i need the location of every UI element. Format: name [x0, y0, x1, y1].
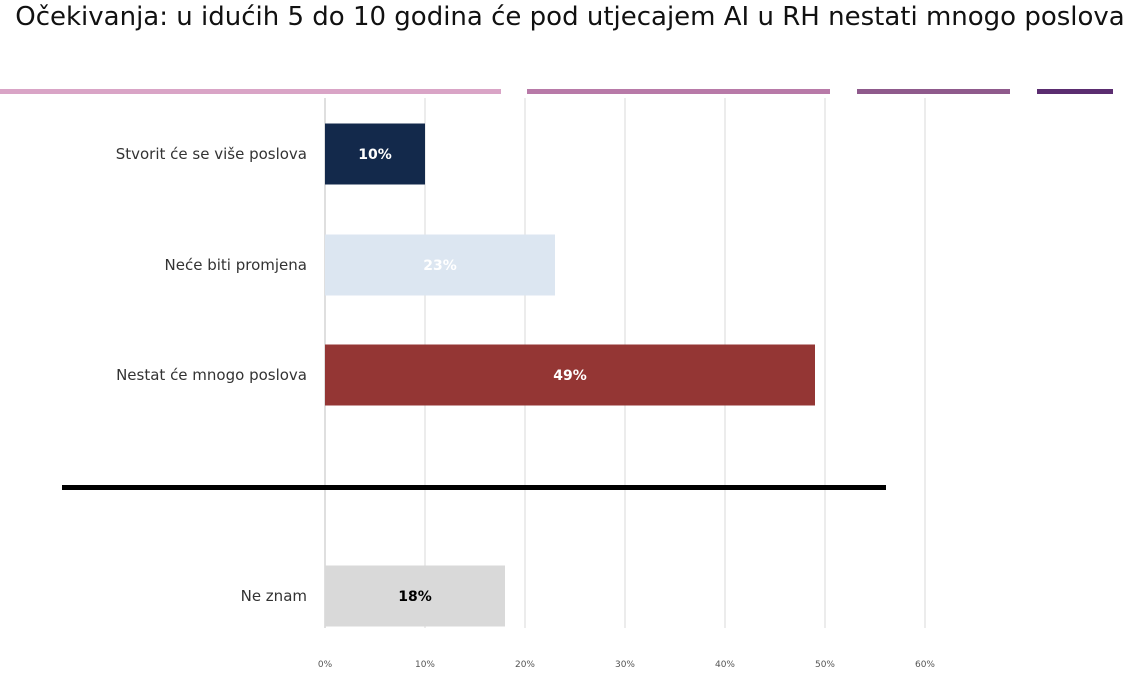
- x-tick-label: 40%: [715, 660, 735, 670]
- x-tick-label: 0%: [318, 660, 333, 670]
- category-label: Nestat će mnogo poslova: [116, 366, 307, 384]
- x-tick-label: 50%: [815, 660, 835, 670]
- x-tick-label: 30%: [615, 660, 635, 670]
- x-tick-label: 60%: [915, 660, 935, 670]
- data-label: 10%: [358, 147, 392, 163]
- category-label: Neće biti promjena: [165, 256, 307, 274]
- data-label: 18%: [398, 589, 432, 605]
- bar: [325, 123, 425, 185]
- decor-strip-2: [527, 89, 830, 94]
- x-tick-label: 20%: [515, 660, 535, 670]
- bar: [325, 344, 815, 406]
- decor-strip-1: [0, 89, 501, 94]
- decor-strip-3: [857, 89, 1010, 94]
- bar: [325, 234, 555, 296]
- decor-strip-4: [1037, 89, 1113, 94]
- category-label: Ne znam: [241, 587, 307, 605]
- separator-line: [62, 485, 886, 490]
- bar: [325, 565, 505, 627]
- x-tick-label: 10%: [415, 660, 435, 670]
- data-label: 49%: [553, 368, 587, 384]
- chart-title: Očekivanja: u idućih 5 do 10 godina će p…: [15, 2, 1125, 32]
- data-label: 23%: [423, 258, 457, 274]
- category-label: Stvorit će se više poslova: [116, 145, 307, 163]
